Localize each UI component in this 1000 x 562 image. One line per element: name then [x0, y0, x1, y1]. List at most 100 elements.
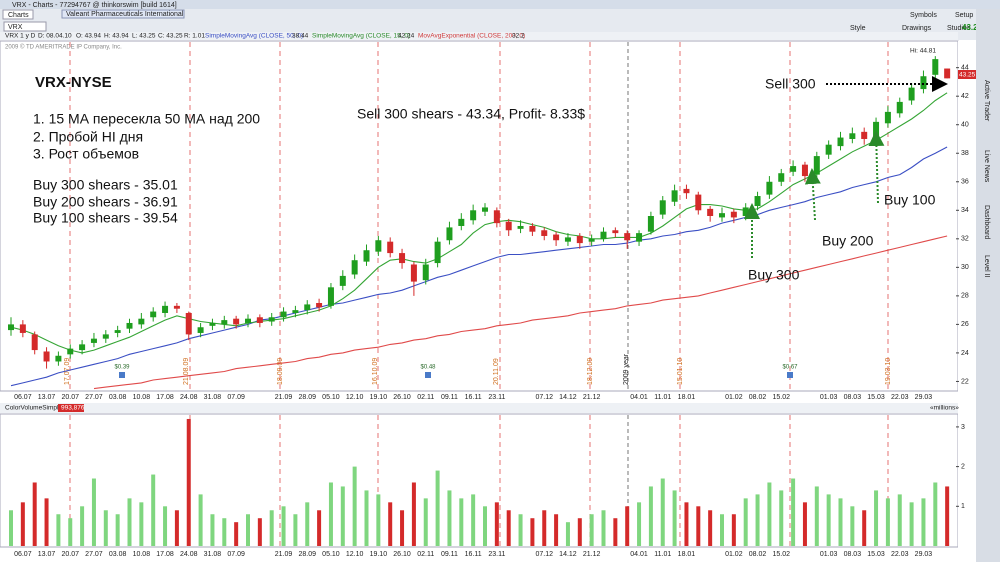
- x-tick-label: 17.08: [156, 394, 174, 401]
- dividend-label: $0.48: [420, 365, 436, 371]
- y-tick-label: 26: [961, 321, 969, 328]
- volume-bar: [850, 506, 855, 546]
- volume-bar: [103, 510, 108, 546]
- volume-bar: [20, 502, 25, 546]
- sidebar-tab[interactable]: Active Trader: [983, 80, 990, 122]
- dividend-icon: [425, 372, 431, 378]
- sidebar-tab[interactable]: Live News: [983, 150, 990, 183]
- x-tick-label: 24.08: [180, 394, 198, 401]
- candle-body: [245, 318, 251, 323]
- x-tick-label: 22.03: [891, 551, 909, 558]
- candle-body: [707, 208, 714, 216]
- volume-header: [0, 403, 958, 413]
- button[interactable]: Setup: [955, 12, 973, 19]
- x-tick-label: 06.07: [14, 551, 32, 558]
- candle-body: [185, 312, 192, 335]
- button[interactable]: Style: [850, 25, 866, 32]
- candle-body: [505, 221, 512, 231]
- volume-bar: [565, 522, 570, 546]
- candle-body: [173, 305, 180, 309]
- candle-body: [304, 304, 311, 311]
- candle-body: [233, 318, 240, 325]
- volume-bar: [139, 502, 144, 546]
- x-tick-label: 14.12: [559, 394, 577, 401]
- x-tick-label: 02.11: [417, 394, 434, 401]
- candle-body: [861, 131, 868, 139]
- volume-bar: [234, 522, 239, 546]
- x-tick-label: 15.03: [867, 551, 885, 558]
- ma-line: [93, 235, 948, 390]
- candle-body: [387, 241, 394, 254]
- x-tick-label: 01.02: [725, 394, 743, 401]
- y-tick-label: 34: [961, 207, 969, 214]
- x-tick-label: 15.03: [867, 394, 885, 401]
- candle-body: [138, 318, 145, 325]
- volume-bar: [921, 498, 926, 546]
- volume-bar: [720, 514, 724, 546]
- candle-body: [67, 348, 74, 355]
- volume-unit: «millions»: [930, 405, 959, 412]
- y-tick-label: 42: [961, 93, 969, 100]
- y-tick-label: 28: [961, 293, 969, 300]
- event-label: 17.07.09: [64, 358, 71, 385]
- volume-bar: [44, 498, 49, 546]
- volume-bar: [838, 498, 843, 546]
- legend-entry: MovAvgExponential (CLOSE, 200, 0): [418, 33, 525, 40]
- x-tick-label: 24.08: [180, 551, 198, 558]
- sidebar-tab[interactable]: Dashboard: [983, 205, 990, 239]
- volume-bar: [186, 418, 191, 546]
- symbol[interactable]: VRX: [8, 24, 23, 31]
- x-tick-label: 07.09: [227, 551, 245, 558]
- volume-bar: [791, 478, 796, 546]
- candle-body: [564, 237, 571, 242]
- volume-bar: [471, 494, 476, 546]
- button[interactable]: Drawings: [902, 25, 932, 32]
- candle-body: [719, 213, 725, 218]
- volume-current: 993,876: [61, 405, 85, 412]
- sidebar-tab[interactable]: Level II: [983, 255, 990, 278]
- volume-bar: [826, 494, 831, 546]
- x-tick-label: 02.11: [417, 551, 434, 558]
- copyright: 2009 © TD AMERITRADE IP Company, Inc.: [5, 44, 122, 51]
- candle-body: [114, 330, 121, 333]
- hi-label: Hi: 44.81: [910, 48, 936, 55]
- tab[interactable]: [2, 9, 34, 20]
- candle-body: [659, 200, 666, 215]
- symbol-field[interactable]: [3, 21, 47, 32]
- volume-bar: [317, 510, 322, 546]
- button[interactable]: Symbols: [910, 12, 937, 19]
- x-tick-label: 13.07: [38, 394, 56, 401]
- volume-bar: [281, 506, 286, 546]
- event-label: 18.09.09: [277, 358, 284, 385]
- legend-entry: SimpleMovingAvg (CLOSE, 15, 0): [312, 33, 410, 40]
- x-tick-label: 08.02: [749, 551, 767, 558]
- volume-bar: [731, 514, 736, 546]
- candle-body: [908, 87, 915, 101]
- volume-bar: [897, 494, 902, 546]
- x-tick-label: 23.11: [488, 394, 505, 401]
- tab-label[interactable]: Charts: [8, 12, 29, 19]
- candle-body: [422, 264, 429, 281]
- button[interactable]: Studies: [947, 25, 971, 32]
- sidebar: [976, 9, 1000, 562]
- candle-body: [730, 211, 737, 218]
- candle-body: [636, 233, 643, 242]
- x-tick-label: 01.02: [725, 551, 743, 558]
- volume-bar: [885, 498, 890, 546]
- volume-bar: [625, 506, 630, 546]
- volume-pane: [0, 413, 959, 548]
- candle-body: [849, 133, 856, 139]
- volume-bar: [68, 518, 73, 546]
- event-label: 18.12.09: [587, 358, 594, 385]
- volume-badge: [58, 404, 84, 412]
- x-tick-label: 08.03: [844, 551, 862, 558]
- volume-bar: [589, 514, 594, 546]
- volume-bar: [648, 486, 653, 546]
- candle-body: [470, 210, 477, 221]
- y-tick-label: 40: [961, 122, 969, 129]
- dividend-label: $0.67: [782, 365, 798, 371]
- candle-body: [8, 324, 14, 331]
- candle-body: [90, 338, 97, 343]
